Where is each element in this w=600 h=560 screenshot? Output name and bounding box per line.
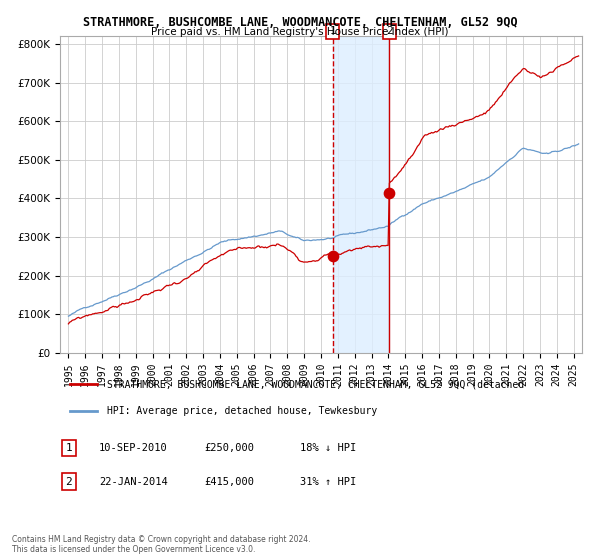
Text: 2: 2 — [65, 477, 73, 487]
Text: 31% ↑ HPI: 31% ↑ HPI — [300, 477, 356, 487]
Point — [328, 252, 337, 261]
Text: 1: 1 — [65, 443, 73, 453]
Text: 10-SEP-2010: 10-SEP-2010 — [99, 443, 168, 453]
Text: Contains HM Land Registry data © Crown copyright and database right 2024.
This d: Contains HM Land Registry data © Crown c… — [12, 535, 311, 554]
Text: 18% ↓ HPI: 18% ↓ HPI — [300, 443, 356, 453]
Text: 1: 1 — [329, 26, 336, 36]
Text: £415,000: £415,000 — [204, 477, 254, 487]
Text: Price paid vs. HM Land Registry's House Price Index (HPI): Price paid vs. HM Land Registry's House … — [151, 27, 449, 37]
Text: HPI: Average price, detached house, Tewkesbury: HPI: Average price, detached house, Tewk… — [107, 406, 377, 416]
Text: STRATHMORE, BUSHCOMBE LANE, WOODMANCOTE, CHELTENHAM, GL52 9QQ: STRATHMORE, BUSHCOMBE LANE, WOODMANCOTE,… — [83, 16, 517, 29]
Text: STRATHMORE, BUSHCOMBE LANE, WOODMANCOTE, CHELTENHAM, GL52 9QQ (detached: STRATHMORE, BUSHCOMBE LANE, WOODMANCOTE,… — [107, 379, 524, 389]
Text: £250,000: £250,000 — [204, 443, 254, 453]
Bar — [332, 36, 389, 353]
Text: 22-JAN-2014: 22-JAN-2014 — [99, 477, 168, 487]
Text: 2: 2 — [386, 26, 393, 36]
Point — [385, 188, 394, 197]
